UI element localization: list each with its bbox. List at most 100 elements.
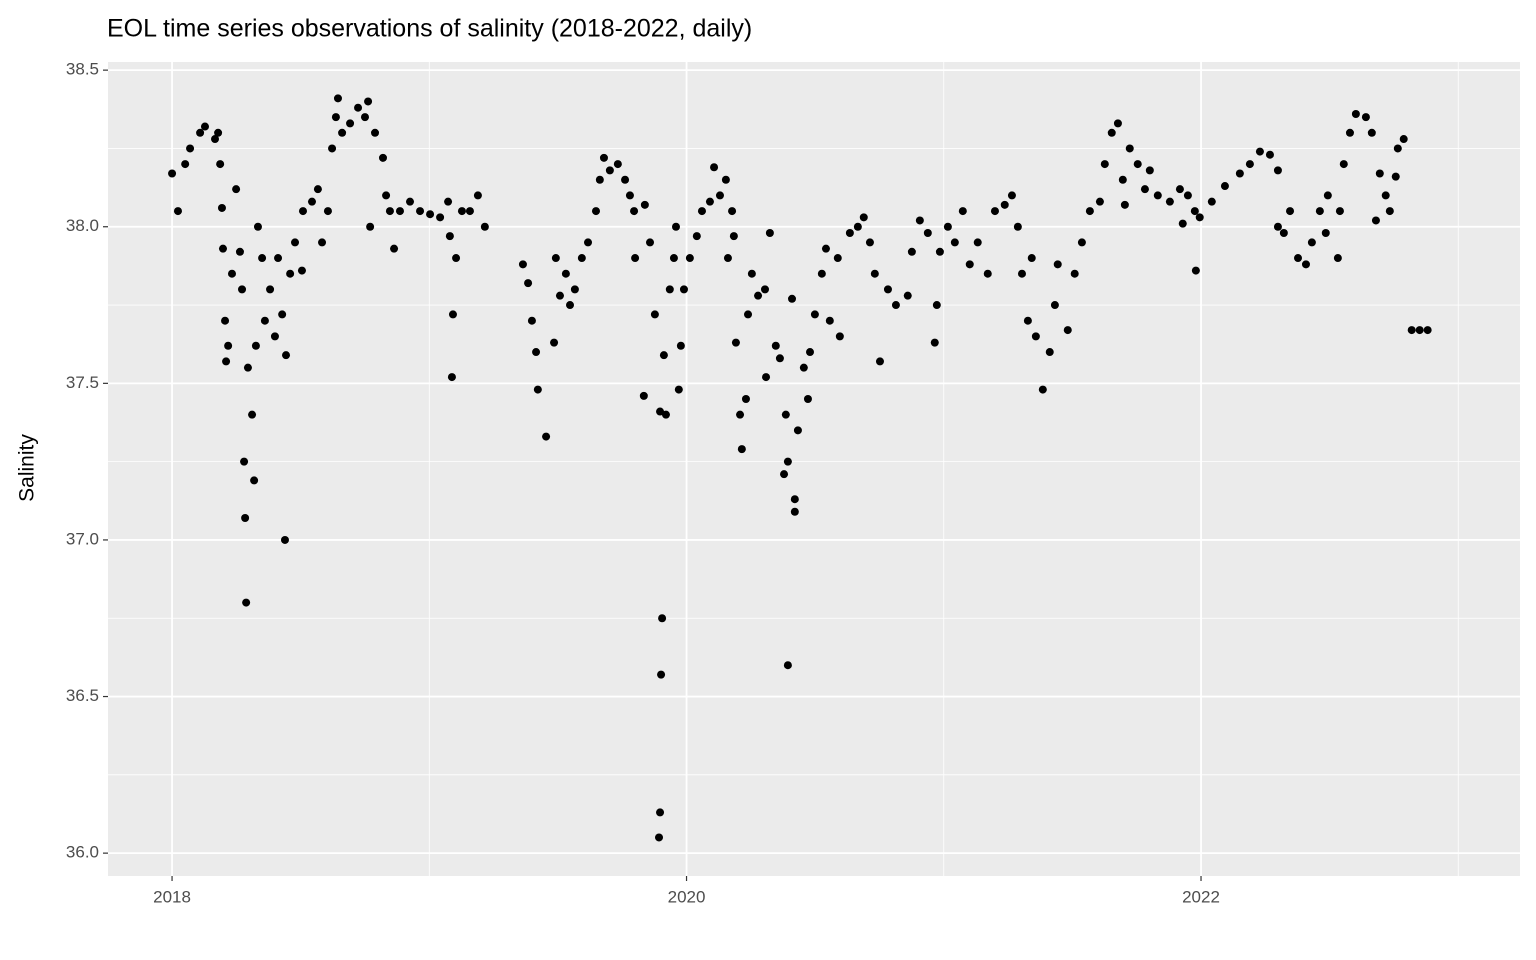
point	[1190, 207, 1199, 216]
point	[1031, 332, 1040, 341]
point	[1399, 135, 1408, 144]
point	[250, 476, 259, 485]
point	[224, 341, 233, 350]
point	[1063, 326, 1072, 335]
point	[790, 507, 799, 516]
point	[1095, 197, 1104, 206]
point	[448, 310, 457, 319]
point	[266, 285, 275, 294]
point	[973, 238, 982, 247]
point	[1367, 128, 1376, 137]
point	[1013, 222, 1022, 231]
point	[480, 222, 489, 231]
point	[1153, 191, 1162, 200]
point	[705, 197, 714, 206]
point	[1133, 160, 1142, 169]
point	[729, 232, 738, 241]
point	[248, 410, 257, 419]
point	[313, 185, 322, 194]
point	[760, 285, 769, 294]
points	[168, 94, 1432, 842]
point	[659, 351, 668, 360]
point	[697, 207, 706, 216]
point	[570, 285, 579, 294]
point	[728, 207, 737, 216]
point	[328, 144, 337, 153]
point	[621, 175, 630, 184]
point	[196, 128, 205, 137]
point	[646, 238, 655, 247]
point	[280, 535, 289, 544]
point	[1279, 229, 1288, 238]
point	[932, 301, 941, 310]
point	[1140, 185, 1149, 194]
point	[1000, 200, 1009, 209]
point	[1165, 197, 1174, 206]
point	[665, 285, 674, 294]
point	[333, 94, 342, 103]
point	[318, 238, 327, 247]
point	[747, 269, 756, 278]
point	[1245, 160, 1254, 169]
point	[781, 410, 790, 419]
point	[825, 316, 834, 325]
point	[1391, 172, 1400, 181]
point	[465, 207, 474, 216]
point	[1273, 166, 1282, 175]
point	[613, 160, 622, 169]
point	[1286, 207, 1295, 216]
point	[669, 254, 678, 263]
point	[780, 470, 789, 479]
point	[1175, 185, 1184, 194]
point	[658, 614, 667, 623]
point	[1385, 207, 1394, 216]
point	[630, 207, 639, 216]
point	[406, 197, 415, 206]
point	[527, 316, 536, 325]
point	[754, 291, 763, 300]
point	[550, 338, 559, 347]
point	[865, 238, 874, 247]
point	[338, 128, 347, 137]
point	[1294, 254, 1303, 263]
point	[214, 128, 223, 137]
point	[436, 213, 445, 222]
point	[990, 207, 999, 216]
point	[354, 103, 363, 112]
point	[227, 269, 236, 278]
point	[307, 197, 316, 206]
y-tick-label: 37.5	[66, 373, 99, 392]
point	[382, 191, 391, 200]
point	[692, 232, 701, 241]
point	[251, 341, 260, 350]
point	[657, 670, 666, 679]
point	[297, 266, 306, 275]
point	[416, 207, 425, 216]
point	[741, 395, 750, 404]
point	[390, 244, 399, 253]
point	[473, 191, 482, 200]
point	[950, 238, 959, 247]
point	[168, 169, 177, 178]
point	[793, 426, 802, 435]
y-tick-label: 36.5	[66, 686, 99, 705]
point	[258, 254, 267, 263]
point	[817, 269, 826, 278]
point	[1145, 166, 1154, 175]
point	[833, 254, 842, 263]
point	[1050, 301, 1059, 310]
point	[577, 254, 586, 263]
point	[775, 354, 784, 363]
point	[790, 495, 799, 504]
point	[1100, 160, 1109, 169]
point	[1007, 191, 1016, 200]
point	[274, 254, 283, 263]
point	[915, 216, 924, 225]
point	[731, 338, 740, 347]
point	[591, 207, 600, 216]
point	[631, 254, 640, 263]
point	[1361, 113, 1370, 122]
point	[903, 291, 912, 300]
point	[762, 373, 771, 382]
